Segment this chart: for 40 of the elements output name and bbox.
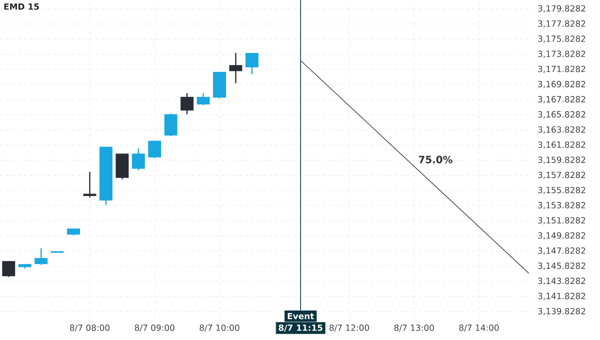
chart-title: EMD 15 xyxy=(4,4,39,10)
y-tick-label: 3,163.8282 xyxy=(538,126,586,134)
y-tick-label: 3,145.8282 xyxy=(538,262,586,270)
y-tick-label: 3,167.8282 xyxy=(538,96,586,104)
y-tick-label: 3,179.8282 xyxy=(538,5,586,12)
x-tick-label: 8/7 09:00 xyxy=(134,324,174,332)
x-tick-label: 8/7 12:00 xyxy=(329,324,370,332)
x-tick-label: 8/7 14:00 xyxy=(459,324,499,332)
y-tick-label: 3,143.8282 xyxy=(538,278,586,285)
x-tick-label: 8/7 13:00 xyxy=(394,324,434,332)
y-tick-label: 3,149.8282 xyxy=(538,232,586,240)
y-tick-label: 3,169.8282 xyxy=(538,80,586,88)
x-tick-label: 8/7 10:00 xyxy=(200,324,240,332)
candlestick xyxy=(34,248,48,266)
y-tick-label: 3,139.8282 xyxy=(538,308,586,316)
y-tick-label: 3,157.8282 xyxy=(538,172,586,179)
y-tick-label: 3,171.8282 xyxy=(538,66,586,74)
candlestick xyxy=(229,52,242,84)
annotation: 75.0% xyxy=(418,156,452,164)
candlestick xyxy=(83,171,96,198)
y-tick-label: 3,153.8282 xyxy=(538,202,586,210)
y-tick-label: 3,159.8282 xyxy=(538,156,586,164)
candlestick xyxy=(132,148,145,171)
candlestick xyxy=(2,260,16,278)
ref-line-label: Event xyxy=(288,313,314,320)
candlestick xyxy=(196,92,210,106)
y-tick-label: 3,165.8282 xyxy=(538,111,586,118)
x-tick-label: 8/7 08:00 xyxy=(70,324,110,332)
y-tick-label: 3,161.8282 xyxy=(538,141,586,149)
candlestick xyxy=(245,52,258,75)
y-tick-label: 3,155.8282 xyxy=(538,186,586,194)
y-tick-label: 3,173.8282 xyxy=(538,50,586,58)
y-tick-label: 3,147.8282 xyxy=(538,247,586,255)
candlestick xyxy=(164,112,178,137)
candlestick xyxy=(148,140,162,159)
y-tick-label: 3,175.8282 xyxy=(538,36,586,43)
candlestick xyxy=(180,92,194,115)
y-tick-label: 3,177.8282 xyxy=(538,20,586,28)
y-tick-label: 3,151.8282 xyxy=(538,217,586,224)
y-tick-label: 3,141.8282 xyxy=(538,292,586,300)
